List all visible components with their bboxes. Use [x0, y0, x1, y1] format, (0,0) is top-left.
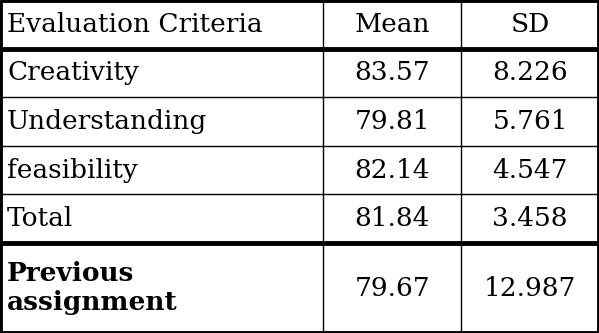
Text: Total: Total: [7, 206, 74, 231]
Text: 79.67: 79.67: [355, 275, 430, 301]
Text: Previous
assignment: Previous assignment: [7, 261, 178, 315]
Text: 3.458: 3.458: [492, 206, 568, 231]
Text: Mean: Mean: [355, 12, 430, 37]
Text: 12.987: 12.987: [484, 275, 576, 301]
Text: Understanding: Understanding: [7, 109, 208, 134]
Text: SD: SD: [510, 12, 550, 37]
Text: 4.547: 4.547: [492, 158, 568, 182]
Text: 81.84: 81.84: [355, 206, 430, 231]
Text: 82.14: 82.14: [355, 158, 430, 182]
Text: Evaluation Criteria: Evaluation Criteria: [7, 12, 263, 37]
Text: 83.57: 83.57: [355, 60, 430, 86]
Text: Creativity: Creativity: [7, 60, 139, 86]
Text: feasibility: feasibility: [7, 158, 138, 182]
Text: 79.81: 79.81: [355, 109, 430, 134]
Text: 5.761: 5.761: [492, 109, 568, 134]
Text: 8.226: 8.226: [492, 60, 568, 86]
